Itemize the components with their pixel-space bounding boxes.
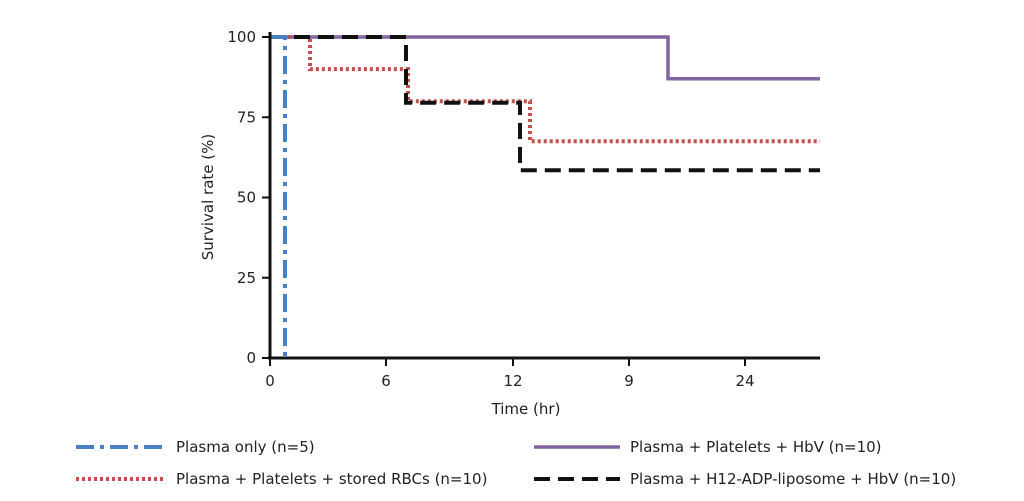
legend-label-2: Plasma + Platelets + HbV (n=10) — [630, 438, 882, 456]
x-tick-label: 9 — [624, 372, 634, 390]
y-axis-title: Survival rate (%) — [199, 134, 217, 260]
y-tick-label: 25 — [237, 269, 256, 287]
series-line-2 — [270, 35, 820, 81]
plot-area — [270, 35, 820, 358]
legend-label-0: Plasma only (n=5) — [176, 438, 315, 456]
x-tick-label: 24 — [735, 372, 754, 390]
legend: Plasma only (n=5) Plasma + Platelets + st… — [76, 438, 956, 488]
x-tick-label: 0 — [265, 372, 275, 390]
y-tick-label: 75 — [237, 108, 256, 126]
x-tick-label: 12 — [503, 372, 522, 390]
series-line-3 — [270, 35, 820, 173]
legend-label-3: Plasma + H12-ADP-liposome + HbV (n=10) — [630, 470, 956, 488]
y-tick-label: 0 — [246, 349, 256, 367]
axes: 0 25 50 75 100 0 6 12 9 24 Time (hr) Survival rate … — [199, 28, 820, 418]
x-tick-label: 6 — [381, 372, 391, 390]
y-tick-label: 50 — [237, 189, 256, 207]
series-line-0 — [270, 35, 287, 358]
legend-label-1: Plasma + Platelets + stored RBCs (n=10) — [176, 470, 487, 488]
y-tick-label: 100 — [227, 28, 256, 46]
series-line-1 — [270, 35, 820, 144]
x-axis-title: Time (hr) — [491, 400, 561, 418]
